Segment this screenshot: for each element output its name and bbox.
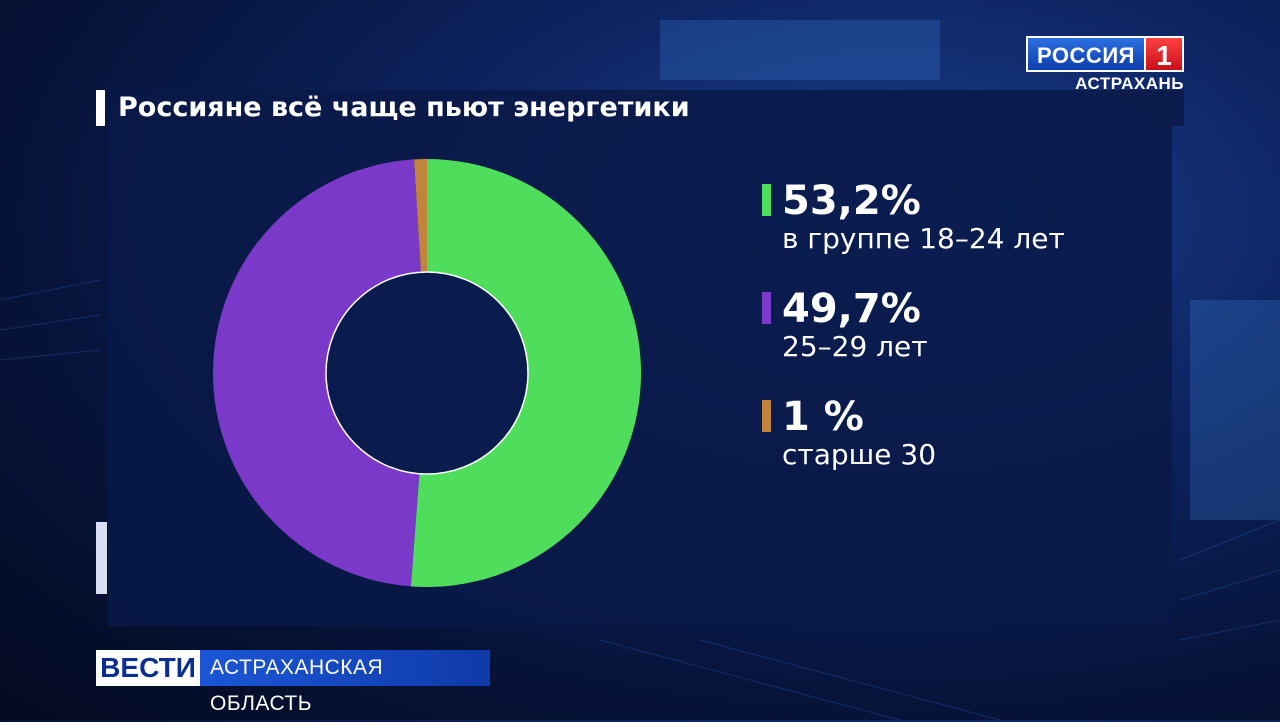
channel-logo-number: 1 xyxy=(1146,36,1184,72)
donut-chart xyxy=(212,159,641,587)
legend-label: в группе 18–24 лет xyxy=(782,222,1065,255)
left-accent xyxy=(96,522,107,594)
program-region: АСТРАХАНСКАЯ ОБЛАСТЬ xyxy=(200,650,490,715)
donut-hole xyxy=(325,271,529,475)
legend-swatch-2 xyxy=(762,400,771,432)
title-accent xyxy=(96,90,105,126)
legend-label: 25–29 лет xyxy=(782,330,928,363)
donut-slice-2 xyxy=(414,159,427,273)
donut-slice-0 xyxy=(410,159,641,587)
channel-logo-name: РОССИЯ xyxy=(1026,36,1146,72)
channel-logo: РОССИЯ 1 xyxy=(1026,36,1184,72)
title-bar xyxy=(96,90,1184,126)
legend-value: 49,7% xyxy=(782,286,921,332)
legend-value: 1 % xyxy=(782,394,864,440)
legend-label: старше 30 xyxy=(782,438,937,471)
legend-swatch-1 xyxy=(762,292,771,324)
channel-region: АСТРАХАНЬ xyxy=(1075,74,1184,93)
legend-value: 53,2% xyxy=(782,178,921,224)
donut-slice-1 xyxy=(212,159,421,587)
chart-title: Россияне всё чаще пьют энергетики xyxy=(118,92,690,123)
program-name: ВЕСТИ xyxy=(96,650,200,686)
legend-swatch-0 xyxy=(762,184,771,216)
